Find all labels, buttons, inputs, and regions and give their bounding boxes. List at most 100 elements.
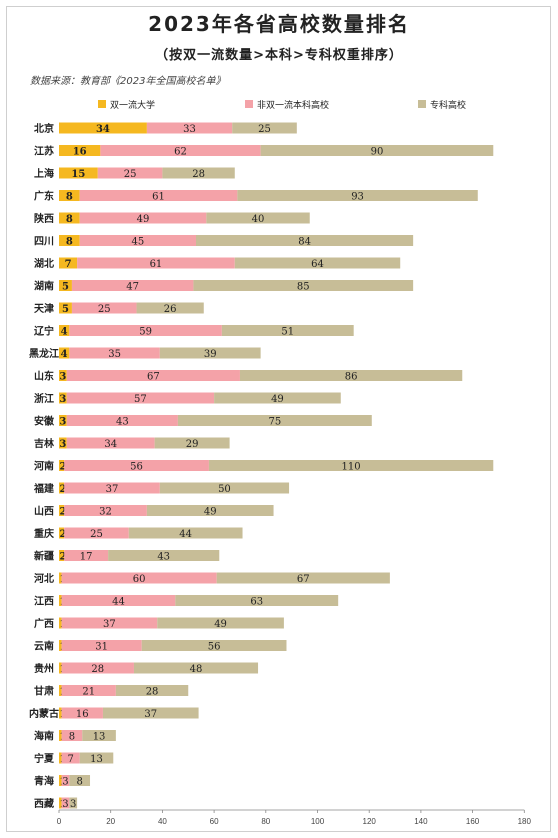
data-label: 56 (208, 642, 221, 653)
bar-segment (66, 415, 178, 426)
bar-segment (77, 257, 235, 269)
bar-segment (59, 797, 62, 809)
data-label: 44 (179, 529, 192, 540)
data-label: 64 (311, 259, 324, 270)
x-tick-label: 120 (363, 817, 377, 826)
data-label: 34 (96, 124, 110, 135)
data-label: 47 (126, 282, 139, 293)
legend-label-1: 非双一流本科高校 (257, 99, 329, 111)
category-label: 北京 (34, 122, 54, 135)
bar-segment (66, 437, 155, 449)
data-label: 67 (147, 372, 160, 383)
data-label: 86 (345, 372, 358, 383)
data-label: 5 (62, 304, 69, 315)
bar-segment (59, 190, 80, 201)
data-label: 2 (60, 484, 67, 495)
bar-segment (61, 640, 142, 651)
data-label: 39 (204, 349, 217, 360)
data-label: 33 (183, 124, 196, 135)
bar-segment (69, 775, 91, 786)
category-label: 辽宁 (34, 325, 54, 338)
data-label: 28 (146, 687, 159, 698)
data-label: 75 (268, 417, 281, 428)
bar-segment (234, 257, 401, 269)
data-label: 17 (80, 552, 93, 563)
data-label: 7 (67, 754, 73, 765)
category-label: 青海 (34, 775, 54, 788)
legend-label-0: 双一流大学 (110, 99, 155, 111)
bar-segment (61, 617, 158, 629)
bar-segment (97, 167, 163, 179)
data-label: 2 (60, 462, 67, 473)
data-label: 26 (164, 304, 177, 315)
data-label: 3 (59, 372, 66, 383)
category-label: 重庆 (34, 527, 54, 540)
category-label: 西藏 (34, 797, 54, 810)
data-label: 37 (144, 709, 157, 720)
bar-segment (196, 235, 414, 246)
bar-segment (59, 550, 65, 561)
legend-swatch-2 (418, 100, 426, 108)
bar-segment (59, 685, 62, 696)
category-label: 四川 (34, 236, 54, 248)
bar-segment (59, 145, 101, 156)
bar-segment (69, 325, 222, 336)
x-tick-label: 160 (466, 817, 480, 826)
category-label: 山西 (34, 505, 54, 518)
bar-segment (59, 302, 72, 314)
bar-segment (100, 145, 261, 156)
bar-segment (193, 280, 414, 291)
data-label: 4 (61, 327, 68, 338)
bar-segment (59, 280, 72, 291)
bar-segment (59, 392, 67, 404)
data-label: 3 (59, 417, 66, 428)
chart-title: 2023年各省高校数量排名 (148, 12, 410, 36)
bar-segment (128, 527, 243, 539)
bar-segment (157, 617, 284, 629)
data-label: 40 (252, 214, 265, 225)
bar-segment (260, 145, 494, 156)
category-label: 上海 (34, 167, 54, 180)
data-label: 4 (61, 349, 68, 360)
data-label: 45 (131, 237, 144, 248)
x-tick-label: 180 (518, 817, 532, 826)
bar-segment (59, 707, 62, 719)
legend-swatch-0 (98, 100, 106, 108)
category-label: 江西 (34, 595, 54, 608)
data-label: 84 (298, 237, 311, 248)
bar-segment (64, 482, 160, 494)
data-label: 35 (108, 349, 121, 360)
data-label: 110 (342, 462, 361, 473)
bar-segment (64, 550, 109, 561)
bar-segment (59, 617, 62, 629)
category-label: 河南 (34, 460, 54, 473)
bar-segment (64, 460, 209, 471)
data-label: 49 (137, 214, 150, 225)
category-label: 新疆 (34, 550, 54, 563)
bar-segment (61, 707, 103, 719)
category-label: 海南 (34, 730, 54, 743)
bar-segment (59, 415, 67, 426)
bar-segment (136, 302, 204, 314)
data-label: 28 (192, 169, 205, 180)
bar-segment (59, 730, 62, 741)
data-label: 37 (103, 619, 116, 630)
bar-segment (61, 730, 83, 741)
bar-segment (59, 752, 62, 764)
bar-segment (141, 640, 287, 651)
data-label: 2 (60, 507, 67, 518)
bar-segment (61, 775, 70, 786)
data-label: 3 (70, 799, 76, 810)
data-label: 2 (60, 552, 67, 563)
bar-segment (59, 527, 65, 539)
bar-segment (59, 640, 62, 651)
data-label: 25 (124, 169, 137, 180)
data-label: 8 (66, 214, 73, 225)
category-label: 广东 (34, 190, 54, 203)
bar-segment (159, 482, 290, 494)
bar-segment (154, 437, 230, 449)
data-label: 28 (91, 664, 104, 675)
bar-segment (232, 122, 297, 134)
data-label: 16 (73, 147, 87, 158)
